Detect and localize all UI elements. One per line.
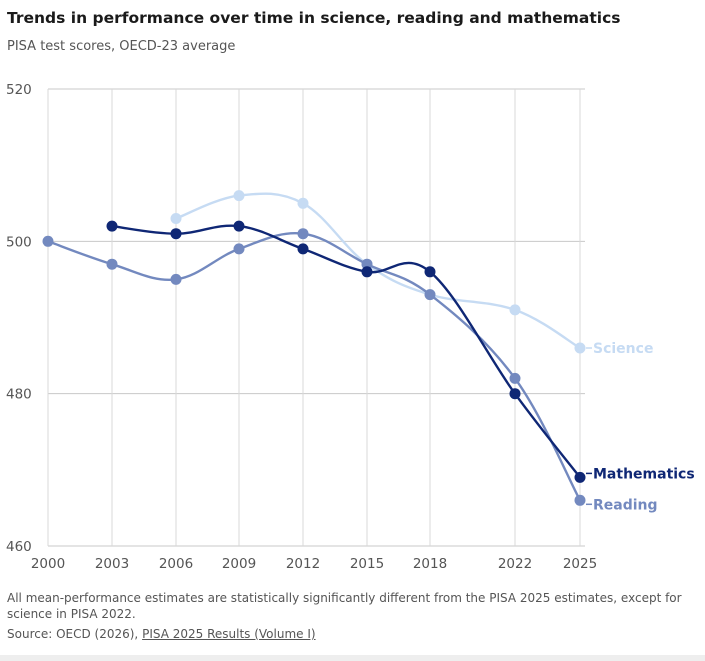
data-point-reading (42, 235, 54, 247)
data-point-mathematics (361, 266, 373, 278)
x-tick-label: 2022 (498, 556, 532, 572)
source-line: Source: OECD (2026), PISA 2025 Results (… (7, 627, 316, 641)
data-point-science (233, 190, 245, 202)
data-point-science (297, 197, 309, 209)
x-tick-label: 2015 (350, 556, 384, 572)
x-tick-label: 2000 (31, 556, 65, 572)
x-tick-label: 2009 (222, 556, 256, 572)
data-point-reading (361, 258, 373, 270)
x-tick-label: 2012 (286, 556, 320, 572)
data-point-reading (297, 228, 309, 240)
data-point-reading (106, 258, 118, 270)
y-tick-label: 460 (6, 539, 32, 555)
data-point-reading (574, 494, 586, 506)
data-point-mathematics (170, 228, 182, 240)
data-point-mathematics (233, 220, 245, 232)
series-label-science: Science (593, 341, 653, 357)
x-tick-label: 2018 (413, 556, 447, 572)
line-chart: 460 480 500 520 2000 2003 2006 2009 2012 2015 2018… (6, 82, 695, 572)
data-point-reading (424, 289, 436, 301)
data-point-science (170, 213, 182, 224)
x-tick-label: 2003 (95, 556, 129, 572)
source-prefix: Source: OECD (2026), (7, 627, 143, 641)
series-label-reading: Reading (593, 497, 658, 513)
chart-subtitle: PISA test scores, OECD-23 average (7, 39, 236, 54)
y-tick-label: 500 (6, 234, 32, 250)
x-tick-label: 2006 (159, 556, 193, 572)
data-point-science (574, 342, 586, 354)
data-point-mathematics (574, 471, 586, 483)
data-point-reading (509, 372, 521, 384)
chart-footnote: All mean-performance estimates are stati… (7, 591, 682, 621)
y-tick-label: 520 (6, 82, 32, 98)
data-point-reading (170, 273, 182, 285)
data-point-mathematics (509, 388, 521, 400)
data-point-mathematics (297, 243, 309, 255)
data-point-mathematics (424, 266, 436, 278)
data-point-reading (233, 243, 245, 255)
y-tick-label: 480 (6, 387, 32, 403)
bottom-bar (0, 655, 705, 661)
data-point-mathematics (106, 220, 118, 232)
series-label-mathematics: Mathematics (593, 466, 695, 482)
chart-title: Trends in performance over time in scien… (7, 9, 621, 27)
data-point-science (509, 304, 521, 316)
series-line-reading (47, 232, 582, 501)
x-tick-label: 2025 (563, 556, 597, 572)
series-line-mathematics (111, 224, 581, 479)
source-link[interactable]: PISA 2025 Results (Volume I) (142, 627, 316, 641)
